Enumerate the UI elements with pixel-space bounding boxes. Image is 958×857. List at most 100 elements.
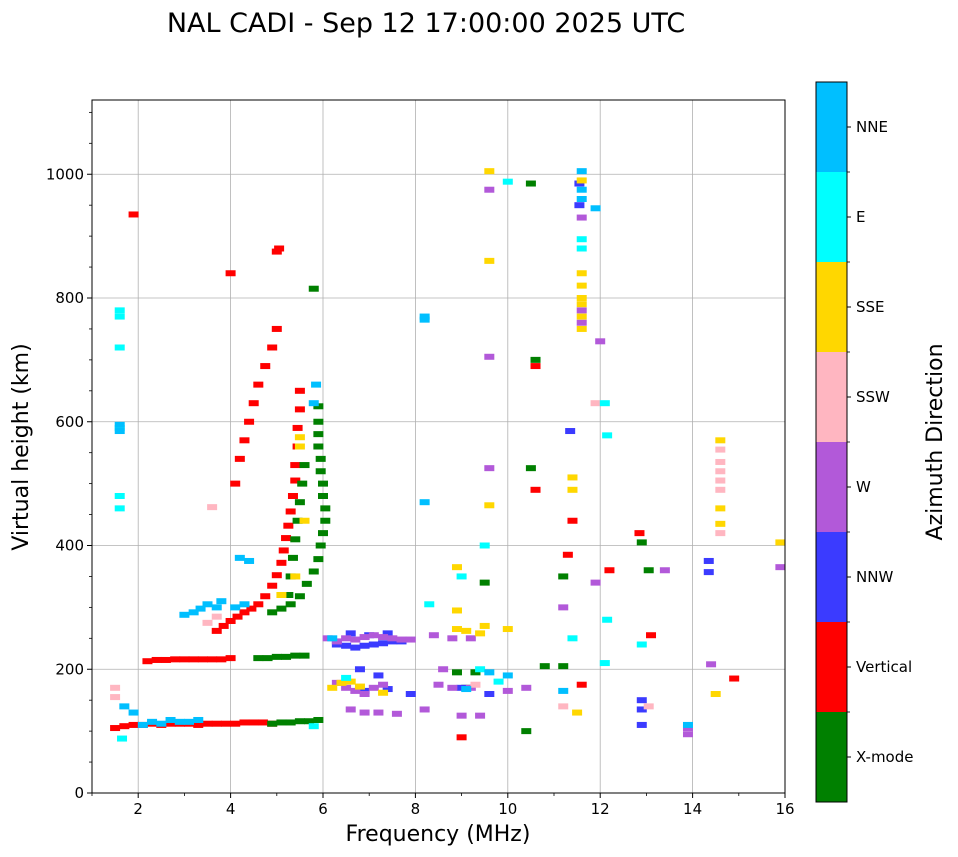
echo-point-x-mode (451, 669, 462, 676)
echo-point-sse (775, 539, 786, 546)
echo-point-vertical (271, 572, 282, 579)
echo-point-nne (165, 716, 176, 723)
echo-point-vertical (278, 547, 289, 554)
y-tick-label: 1000 (46, 165, 84, 183)
colorbar-segment-vertical (816, 622, 847, 712)
echo-point-vertical (646, 632, 657, 639)
echo-point-nne (502, 672, 513, 679)
colorbar-label-e: E (856, 208, 865, 226)
colorbar-segment-nnw (816, 532, 847, 622)
echo-point-sse (484, 168, 495, 175)
echo-point-sse (354, 683, 365, 690)
echo-point-x-mode (313, 418, 324, 425)
echo-point-vertical (260, 363, 271, 370)
echo-point-vertical (128, 721, 139, 728)
echo-point-x-mode (294, 499, 305, 506)
echo-point-w (359, 691, 370, 697)
echo-point-vertical (244, 418, 255, 425)
echo-point-vertical (218, 622, 229, 629)
echo-point-sse (576, 301, 587, 308)
echo-point-vertical (292, 424, 303, 431)
echo-point-nne (558, 687, 569, 694)
echo-point-w (387, 635, 398, 642)
echo-point-w (359, 709, 370, 716)
x-tick-label: 14 (683, 800, 702, 818)
echo-point-nnw (382, 630, 393, 637)
echo-point-w (396, 636, 407, 643)
colorbar-label-sse: SSE (856, 298, 885, 316)
echo-point-x-mode (281, 653, 292, 660)
echo-point-nne (119, 703, 130, 710)
echo-point-e (114, 313, 125, 320)
grid-lines (92, 100, 786, 794)
echo-point-ssw (715, 468, 726, 475)
echo-point-nne (195, 605, 206, 612)
echo-point-e (475, 666, 486, 673)
echo-point-w (350, 687, 361, 694)
echo-point-w (359, 634, 370, 641)
echo-point-nnw (331, 641, 342, 648)
echo-point-vertical (267, 344, 278, 351)
echo-point-nnw (574, 202, 585, 209)
echo-point-vertical (216, 656, 227, 663)
echo-point-sse (294, 434, 305, 441)
echo-point-sse (710, 691, 721, 697)
echo-point-ssw (715, 446, 726, 453)
echo-point-vertical (287, 493, 298, 499)
y-tick-label: 400 (55, 537, 84, 555)
echo-point-x-mode (320, 505, 331, 512)
echo-point-sse (576, 270, 587, 277)
echo-point-nnw (387, 638, 398, 645)
echo-point-vertical (232, 613, 243, 620)
echo-point-sse (567, 486, 578, 493)
echo-point-x-mode (308, 568, 319, 575)
echo-point-w (350, 636, 361, 643)
echo-point-sse (276, 592, 287, 598)
echo-point-ssw (110, 694, 121, 701)
echo-point-w (438, 666, 449, 673)
echo-point-vertical (290, 462, 301, 469)
echo-point-vertical (246, 605, 257, 612)
echo-point-vertical (267, 582, 278, 589)
echo-point-sse (484, 502, 495, 509)
echo-point-e (114, 307, 125, 314)
echo-point-ssw (715, 458, 726, 465)
echo-point-vertical (530, 486, 541, 493)
echo-point-x-mode (479, 579, 490, 586)
echo-point-nne (114, 428, 125, 435)
echo-point-nnw (636, 697, 647, 704)
echo-point-nne (234, 554, 245, 561)
colorbar-frame (815, 81, 848, 803)
echo-point-w (368, 684, 379, 691)
echo-point-w (341, 684, 352, 691)
echo-point-x-mode (304, 718, 315, 725)
y-axis-label: Virtual height (km) (9, 343, 34, 550)
echo-point-nne (211, 604, 222, 611)
echo-point-sse (484, 257, 495, 264)
echo-point-nne (576, 168, 587, 175)
echo-point-w (595, 338, 606, 345)
echo-point-w (373, 709, 384, 716)
echo-point-x-mode (285, 601, 296, 608)
echo-point-x-mode (313, 431, 324, 438)
echo-point-ssw (715, 530, 726, 537)
echo-point-w (659, 567, 670, 574)
echo-point-vertical (530, 363, 541, 370)
echo-point-w (419, 706, 430, 713)
echo-point-nnw (636, 721, 647, 728)
y-tick-label: 800 (55, 289, 84, 307)
y-tick-label: 0 (74, 784, 84, 802)
colorbar-segment-x-mode (816, 712, 847, 802)
echo-point-x-mode (313, 443, 324, 450)
echo-point-nne (484, 669, 495, 676)
echo-point-w (558, 604, 569, 611)
echo-point-vertical (230, 720, 241, 727)
echo-point-nnw (574, 180, 585, 187)
echo-point-e (636, 641, 647, 648)
echo-point-nne (419, 313, 430, 320)
y-tick-label: 600 (55, 413, 84, 431)
echo-point-x-mode (276, 605, 287, 612)
echo-point-nnw (359, 642, 370, 649)
x-tick-label: 12 (591, 800, 610, 818)
echo-point-nne (682, 721, 693, 728)
